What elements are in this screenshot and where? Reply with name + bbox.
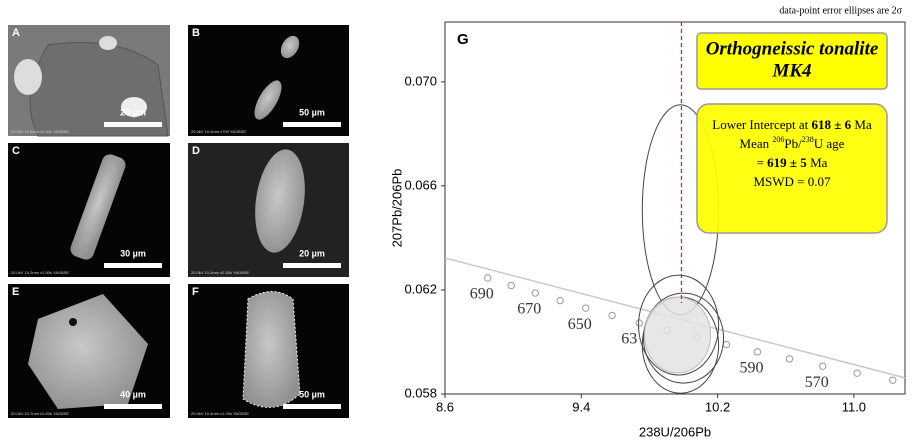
scale-label: 20 µm	[299, 248, 325, 258]
pit	[69, 318, 77, 326]
scale-bar	[283, 122, 341, 127]
panel-letter: A	[12, 27, 20, 39]
x-axis-label: 238U/206Pb	[639, 424, 711, 439]
plot-frame	[444, 21, 906, 395]
concordia-marker	[531, 289, 539, 297]
grain	[99, 36, 117, 50]
x-tick-label: 11.0	[842, 399, 866, 414]
concordia-marker	[819, 362, 827, 370]
info-text: Pb/	[784, 136, 802, 151]
scale-bar	[283, 263, 341, 268]
sem-panel: C 30 µm 20.0kV 10.2mm x1.50k YAGBSE	[8, 143, 170, 277]
grain	[242, 291, 301, 408]
concordia-marker	[556, 296, 564, 305]
info-text: 206	[772, 135, 784, 144]
box-title: Orthogneissic tonalite	[706, 38, 879, 59]
concordia-marker	[582, 304, 590, 312]
concordia-marker	[608, 311, 616, 320]
concordia-marker	[722, 340, 731, 349]
sem-panel: E 40 µm 20.0kV 10.7mm x1.20k YAGBSE	[8, 284, 170, 418]
grain	[14, 59, 42, 95]
concordia-plot: data-point error ellipses are 2σ 8.6 9.4 1…	[389, 5, 906, 439]
scale-bar	[283, 404, 341, 409]
panel-letter: F	[192, 286, 199, 298]
grain	[254, 80, 282, 120]
age-label: 63	[621, 331, 637, 348]
panel-footer: 20.0kV 10.7mm x1.20k YAGBSE	[11, 411, 69, 416]
panel-letter: B	[192, 27, 200, 39]
y-tick-label: 0.062	[404, 281, 437, 296]
background	[188, 25, 349, 136]
info-text: Ma	[807, 155, 828, 170]
info-text: 238	[802, 135, 814, 144]
info-text: U age	[814, 136, 845, 151]
sem-panel: A 20 µm 20.0kV 10.0mm x2.00k YAGBSE	[8, 25, 170, 137]
scale-bar	[104, 263, 162, 268]
scale-label: 50 µm	[299, 389, 325, 399]
panel-letter: D	[192, 145, 200, 157]
sem-panel: B 50 µm 20.0kV 10.2mm x700 YAGBSE	[188, 25, 349, 136]
scale-label: 40 µm	[120, 389, 146, 399]
x-tick-label: 9.4	[572, 399, 590, 414]
concordia-marker	[853, 369, 861, 377]
scale-label: 50 µm	[299, 107, 325, 117]
error-ellipse	[644, 296, 712, 374]
info-text: 619 ± 5	[767, 155, 807, 170]
error-ellipse	[638, 274, 720, 376]
panel-footer: 20.0kV 10.4mm x1.20k YAGBSE	[191, 411, 249, 416]
info-text: Ma	[851, 117, 872, 132]
info-line: Lower Intercept at 618 ± 6 Ma	[712, 117, 872, 132]
panel-letter: C	[12, 145, 20, 157]
panel-letter: G	[457, 31, 469, 48]
info-text: Lower Intercept at	[712, 117, 811, 132]
concordia-marker	[753, 348, 762, 356]
x-tick-label: 10.2	[705, 399, 730, 414]
info-line: Mean 206Pb/238U age	[740, 135, 845, 151]
scale-bar	[104, 404, 162, 409]
x-tick-label: 8.6	[436, 399, 454, 414]
concordia-marker	[507, 281, 515, 290]
info-text: Mean	[740, 136, 773, 151]
info-line: = 619 ± 5 Ma	[757, 155, 828, 170]
grain	[28, 294, 148, 409]
age-label: 590	[739, 360, 763, 377]
concordia-marker	[635, 319, 643, 327]
sem-panels: A 20 µm 20.0kV 10.0mm x2.00k YAGBSE B 50 µm 2…	[8, 25, 349, 418]
concordia-marker	[484, 274, 492, 282]
panel-footer: 20.0kV 10.0mm x2.00k YAGBSE	[11, 129, 69, 134]
scale-bar	[104, 122, 162, 127]
y-axis-label: 207Pb/206Pb	[389, 169, 404, 248]
age-label: 570	[805, 374, 829, 391]
age-label: 690	[470, 286, 494, 303]
concordia-marker	[785, 355, 794, 363]
grain	[280, 35, 300, 59]
info-line: MSWD = 0.07	[753, 174, 831, 189]
sem-panel: F 50 µm 20.0kV 10.4mm x1.20k YAGBSE	[188, 284, 349, 418]
grain	[121, 97, 147, 117]
box-title: MK4	[771, 60, 811, 81]
info-text: 618 ± 6	[812, 117, 852, 132]
title-box	[696, 32, 888, 90]
y-tick-label: 0.058	[404, 385, 437, 400]
info-text: =	[757, 155, 768, 170]
info-box	[696, 103, 888, 234]
error-ellipse	[642, 292, 725, 384]
grain	[255, 149, 305, 253]
panel-footer: 20.0kV 10.2mm x2.50k YAGBSE	[191, 270, 249, 275]
panel-footer: 20.0kV 10.2mm x700 YAGBSE	[191, 129, 246, 134]
y-tick-label: 0.070	[404, 73, 437, 88]
grain	[70, 154, 126, 260]
note: data-point error ellipses are 2σ	[779, 5, 902, 16]
age-label: 670	[517, 301, 541, 318]
y-tick-label: 0.066	[404, 177, 437, 192]
scale-label: 30 µm	[120, 248, 146, 258]
age-label: 650	[568, 316, 592, 333]
panel-footer: 20.0kV 10.2mm x1.50k YAGBSE	[11, 270, 69, 275]
sem-panel: D 20 µm 20.0kV 10.2mm x2.50k YAGBSE	[188, 143, 349, 277]
scale-label: 20 µm	[120, 107, 146, 117]
panel-letter: E	[12, 286, 19, 298]
concordia-marker	[889, 376, 897, 384]
